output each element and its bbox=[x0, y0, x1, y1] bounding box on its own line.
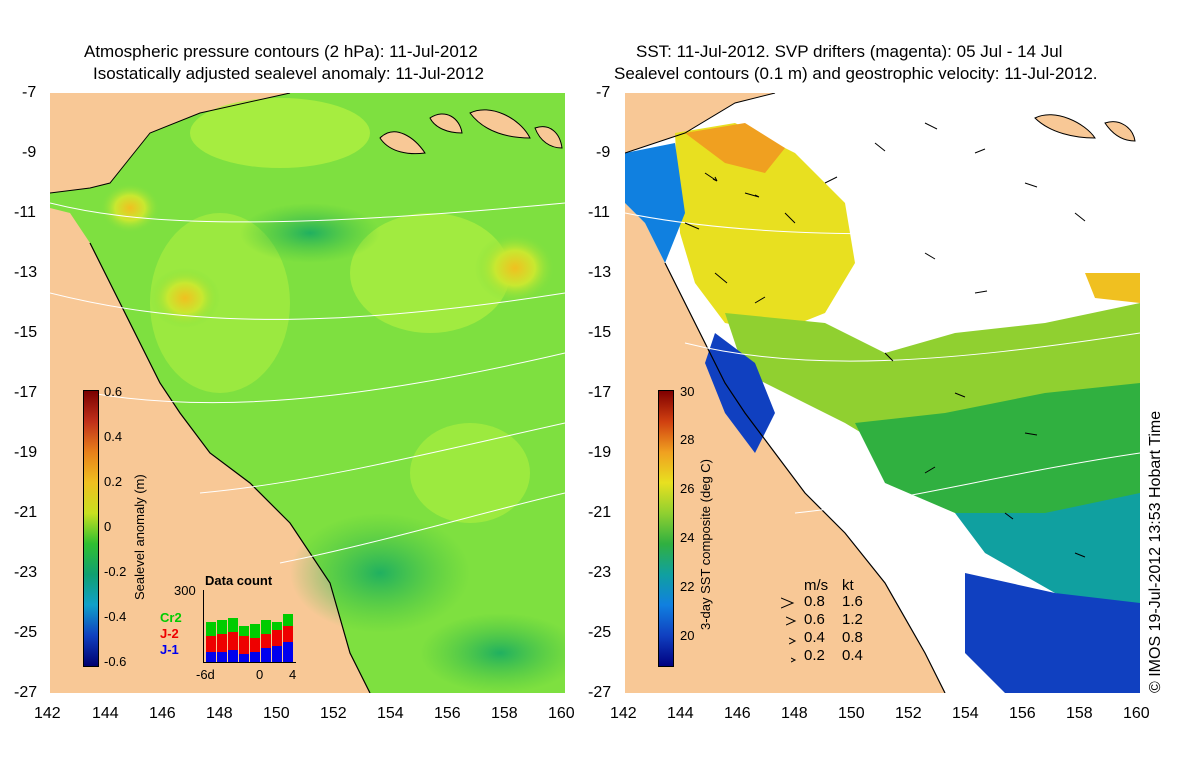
velocity-arrow-icon bbox=[780, 596, 795, 615]
left-lon-tick: 152 bbox=[320, 705, 347, 722]
left-lon-tick: 150 bbox=[263, 705, 290, 722]
right-lat-tick: -21 bbox=[588, 504, 612, 521]
left-map bbox=[50, 93, 565, 693]
left-cb-tick: 0 bbox=[104, 519, 112, 534]
left-lon-tick: 148 bbox=[206, 705, 233, 722]
left-lat-tick: -27 bbox=[14, 684, 38, 701]
right-lat-tick: -25 bbox=[588, 624, 612, 641]
right-lon-tick: 154 bbox=[952, 705, 979, 722]
right-lon-tick: 156 bbox=[1009, 705, 1036, 722]
data-count-xtick: 0 bbox=[256, 667, 264, 682]
right-lon-tick: 160 bbox=[1123, 705, 1150, 722]
left-cb-tick: -0.6 bbox=[104, 654, 127, 669]
velocity-legend-ms: 0.2 bbox=[804, 647, 825, 664]
data-count-chart bbox=[203, 590, 296, 663]
velocity-arrow-icon bbox=[785, 614, 798, 632]
left-lat-tick: -13 bbox=[14, 264, 38, 281]
right-title-line2: Sealevel contours (0.1 m) and geostrophi… bbox=[614, 64, 1098, 83]
right-lat-tick: -23 bbox=[588, 564, 612, 581]
right-lon-tick: 144 bbox=[667, 705, 694, 722]
velocity-arrow-icon bbox=[788, 633, 799, 651]
right-cb-tick: 22 bbox=[680, 579, 695, 594]
left-lat-tick: -15 bbox=[14, 324, 38, 341]
velocity-legend-header-kt: kt bbox=[842, 577, 854, 594]
data-count-title: Data count bbox=[205, 573, 273, 588]
imos-credit: © IMOS 19-Jul-2012 13:53 Hobart Time bbox=[1147, 410, 1164, 693]
velocity-legend-kt: 1.2 bbox=[842, 611, 863, 628]
left-lon-tick: 154 bbox=[377, 705, 404, 722]
right-cb-tick: 26 bbox=[680, 481, 695, 496]
right-lat-tick: -13 bbox=[588, 264, 612, 281]
left-cb-tick: -0.4 bbox=[104, 609, 127, 624]
right-colorbar bbox=[658, 390, 674, 667]
left-lat-tick: -23 bbox=[14, 564, 38, 581]
right-colorbar-label: 3-day SST composite (deg C) bbox=[698, 459, 713, 630]
velocity-legend-kt: 1.6 bbox=[842, 593, 863, 610]
left-lat-tick: -25 bbox=[14, 624, 38, 641]
right-lat-tick: -17 bbox=[588, 384, 612, 401]
left-title-line2: Isostatically adjusted sealevel anomaly:… bbox=[93, 64, 484, 83]
left-title-line1: Atmospheric pressure contours (2 hPa): 1… bbox=[84, 42, 478, 61]
left-lat-tick: -9 bbox=[22, 144, 37, 161]
left-lon-tick: 158 bbox=[491, 705, 518, 722]
right-title-line1: SST: 11-Jul-2012. SVP drifters (magenta)… bbox=[636, 42, 1063, 61]
data-count-xtick: -6d bbox=[196, 667, 215, 682]
left-lon-tick: 144 bbox=[92, 705, 119, 722]
left-lat-tick: -11 bbox=[14, 204, 36, 221]
right-lat-tick: -27 bbox=[588, 684, 612, 701]
right-cb-tick: 24 bbox=[680, 530, 695, 545]
left-lon-tick: 146 bbox=[149, 705, 176, 722]
right-lon-tick: 142 bbox=[610, 705, 637, 722]
left-lon-tick: 142 bbox=[34, 705, 61, 722]
right-lat-tick: -9 bbox=[596, 144, 611, 161]
left-colorbar bbox=[83, 390, 99, 667]
velocity-arrow-icon bbox=[790, 651, 799, 669]
velocity-legend-kt: 0.8 bbox=[842, 629, 863, 646]
left-lon-tick: 160 bbox=[548, 705, 575, 722]
right-lat-tick: -11 bbox=[588, 204, 610, 221]
left-lat-tick: -7 bbox=[22, 84, 37, 101]
right-lon-tick: 158 bbox=[1066, 705, 1093, 722]
right-lat-tick: -15 bbox=[588, 324, 612, 341]
left-colorbar-label: Sealevel anomaly (m) bbox=[132, 474, 147, 600]
mission-j2: J-2 bbox=[160, 626, 179, 641]
right-map bbox=[625, 93, 1140, 693]
left-cb-tick: 0.6 bbox=[104, 384, 123, 399]
left-cb-tick: 0.2 bbox=[104, 474, 123, 489]
velocity-legend-kt: 0.4 bbox=[842, 647, 863, 664]
data-count-xtick: 4 bbox=[289, 667, 297, 682]
velocity-legend-ms: 0.4 bbox=[804, 629, 825, 646]
mission-cr2: Cr2 bbox=[160, 610, 182, 625]
right-lon-tick: 150 bbox=[838, 705, 865, 722]
left-cb-tick: -0.2 bbox=[104, 564, 127, 579]
right-lat-tick: -19 bbox=[588, 444, 612, 461]
left-lat-tick: -17 bbox=[14, 384, 38, 401]
left-cb-tick: 0.4 bbox=[104, 429, 123, 444]
mission-j1: J-1 bbox=[160, 642, 179, 657]
right-lon-tick: 148 bbox=[781, 705, 808, 722]
velocity-legend-ms: 0.8 bbox=[804, 593, 825, 610]
right-lat-tick: -7 bbox=[596, 84, 611, 101]
right-lon-tick: 146 bbox=[724, 705, 751, 722]
left-lon-tick: 156 bbox=[434, 705, 461, 722]
right-cb-tick: 20 bbox=[680, 628, 695, 643]
right-lon-tick: 152 bbox=[895, 705, 922, 722]
left-lat-tick: -21 bbox=[14, 504, 38, 521]
velocity-legend-header-ms: m/s bbox=[804, 577, 829, 594]
velocity-legend-ms: 0.6 bbox=[804, 611, 825, 628]
right-cb-tick: 28 bbox=[680, 432, 695, 447]
data-count-ymax: 300 bbox=[174, 583, 196, 598]
left-lat-tick: -19 bbox=[14, 444, 38, 461]
right-cb-tick: 30 bbox=[680, 384, 695, 399]
